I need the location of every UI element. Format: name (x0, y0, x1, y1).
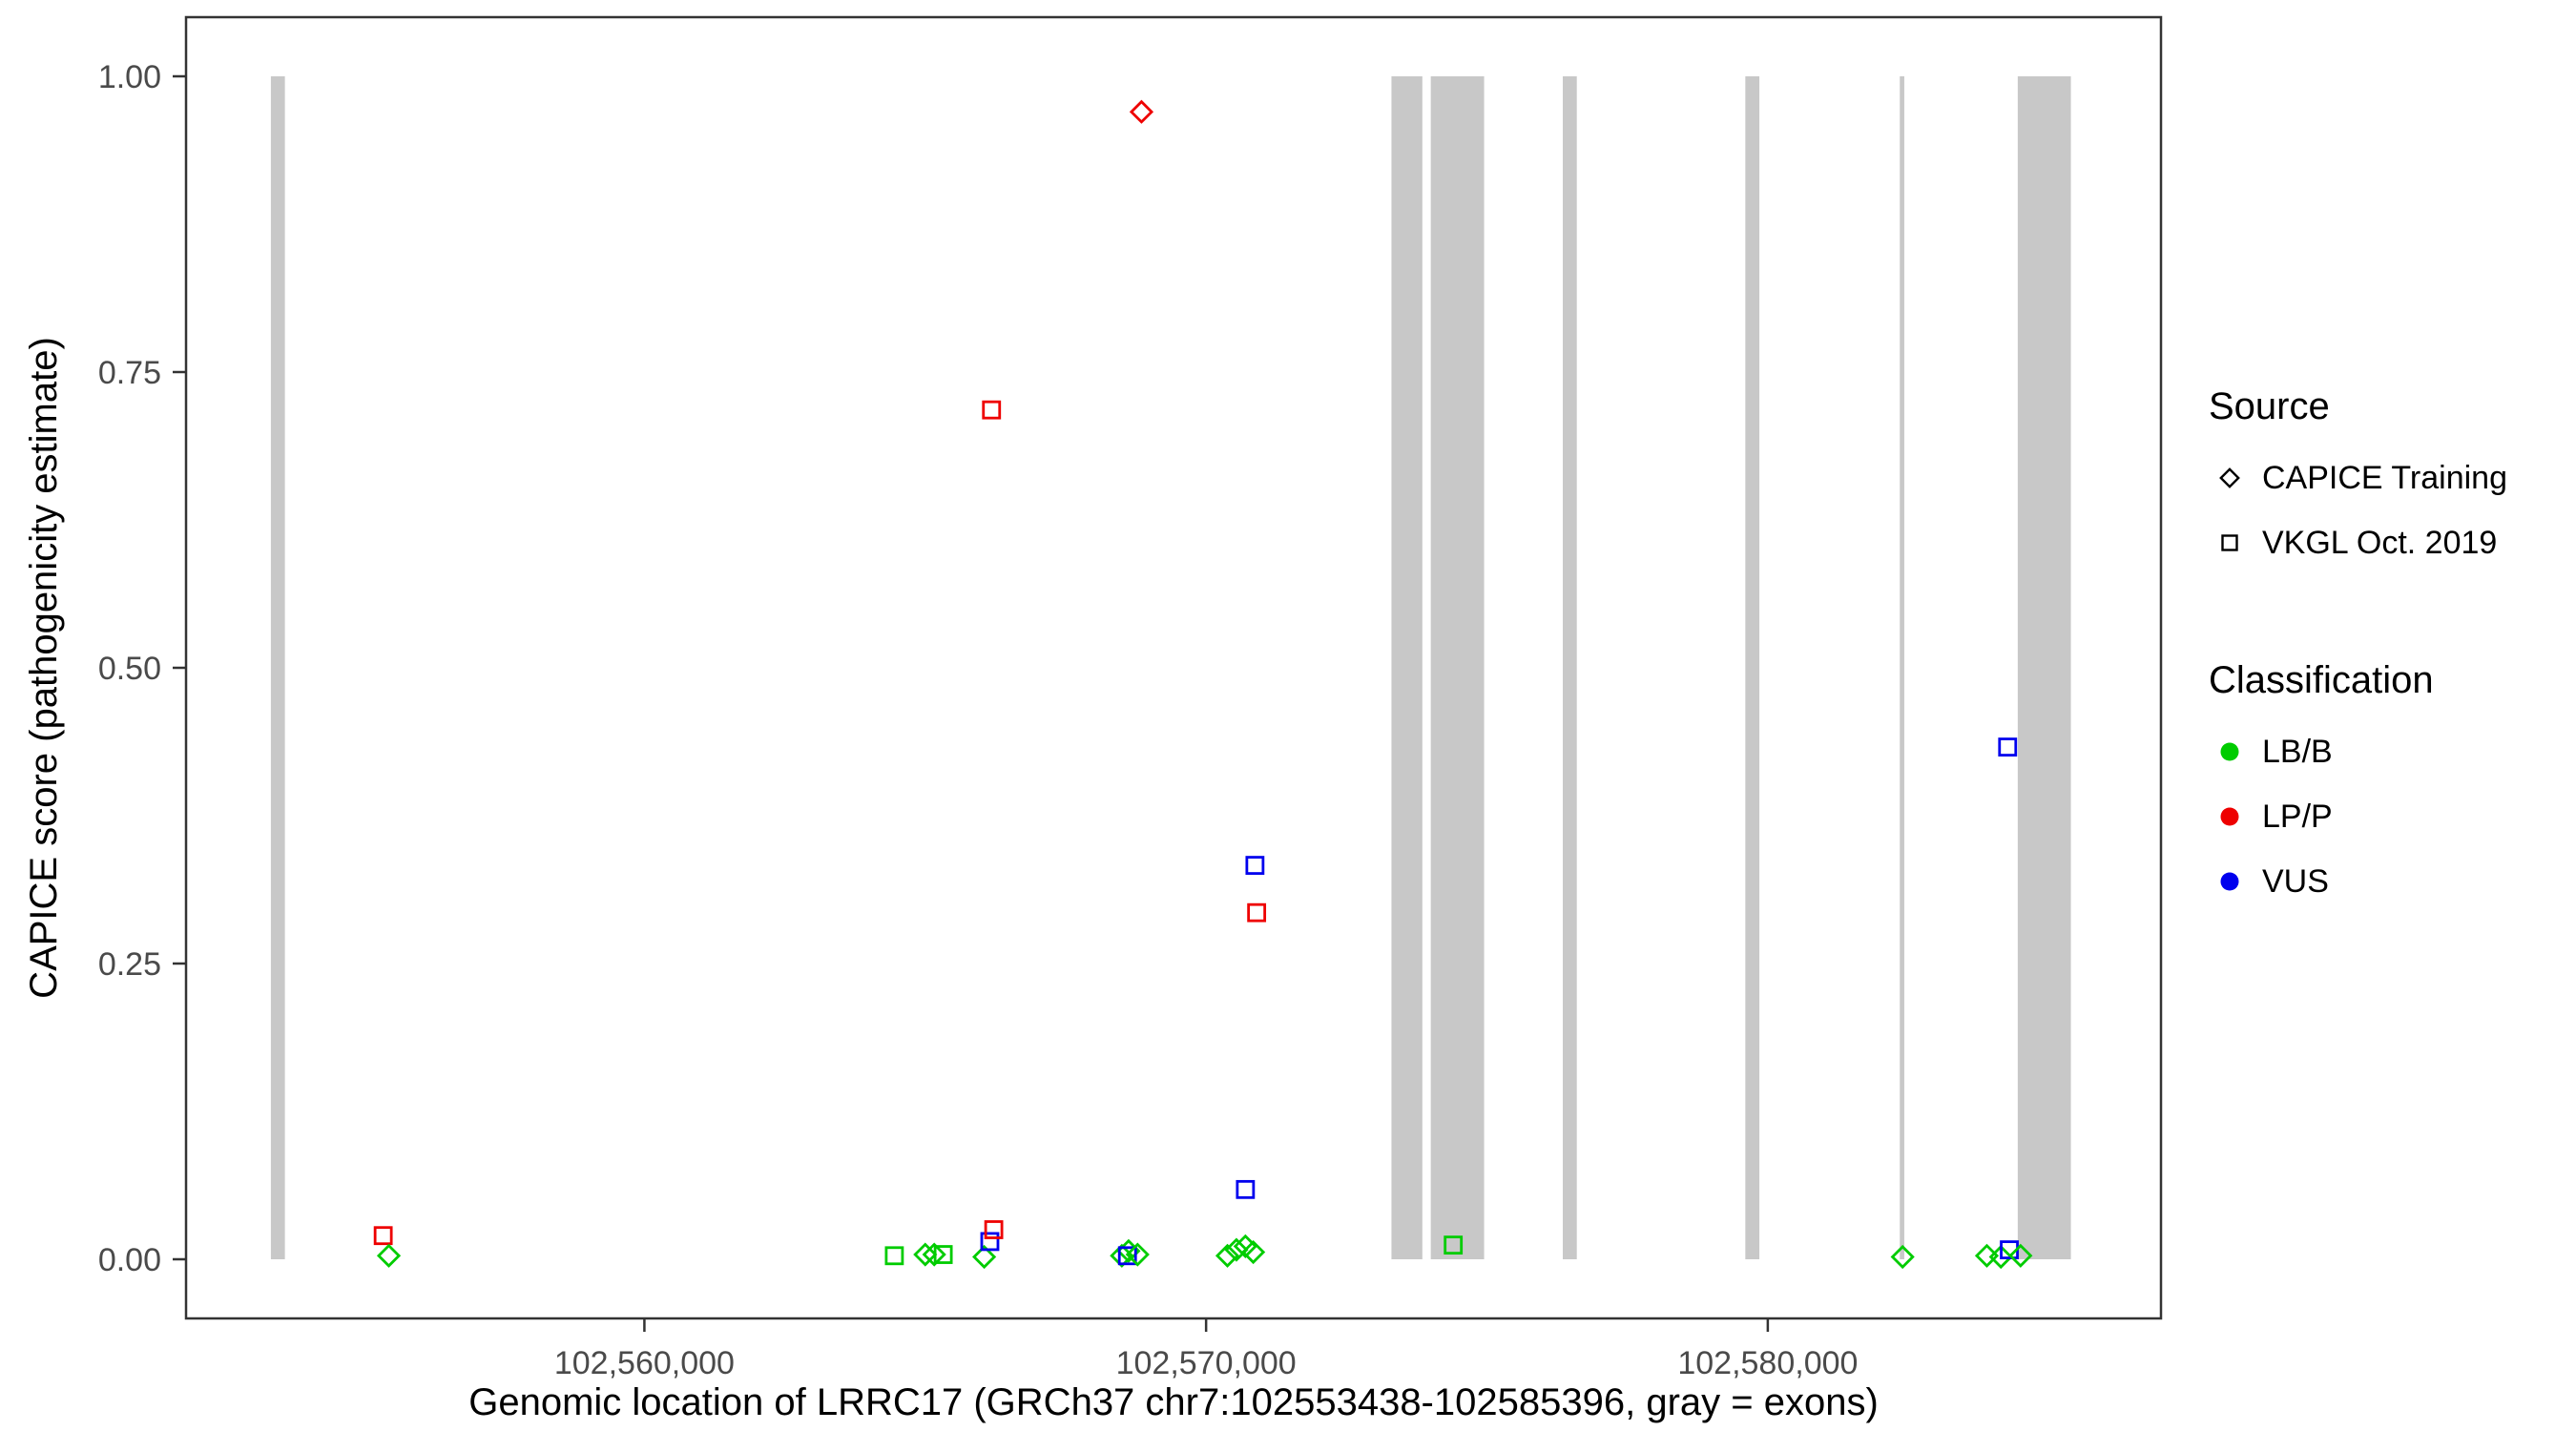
x-axis-tick-label: 102,560,000 (554, 1345, 735, 1381)
legend-item-label: LB/B (2262, 733, 2333, 770)
y-axis-tick-label: 0.00 (98, 1242, 161, 1278)
data-point-diamond (376, 1243, 402, 1268)
data-point-square (884, 1246, 904, 1266)
exon-bar (2017, 76, 2071, 1259)
legend-item-capice-training: CAPICE Training (2209, 446, 2562, 510)
y-axis-tick-label: 0.25 (98, 946, 161, 983)
legend-item-label: VKGL Oct. 2019 (2262, 524, 2498, 561)
green-dot-icon (2220, 742, 2239, 761)
data-point-diamond (972, 1244, 997, 1270)
y-axis-tick-label: 0.75 (98, 355, 161, 391)
exon-bar (270, 76, 285, 1259)
data-point-square (1998, 737, 2018, 757)
x-axis-tick-label: 102,570,000 (1116, 1345, 1297, 1381)
y-axis-tick-label: 1.00 (98, 59, 161, 95)
legend-group-classification: Classification LB/B LP/P VUS (2209, 659, 2562, 914)
legend-item-lbb: LB/B (2209, 719, 2562, 784)
panel-background (186, 17, 2161, 1318)
diamond-icon (2219, 467, 2240, 488)
data-point-diamond (1988, 1244, 2013, 1270)
exon-bar (1900, 76, 1904, 1259)
data-point-diamond (1974, 1243, 2000, 1268)
data-point-diamond (1224, 1237, 1249, 1262)
data-point-diamond (1215, 1243, 1240, 1268)
data-point-square (1117, 1246, 1137, 1266)
x-axis-title: Genomic location of LRRC17 (GRCh37 chr7:… (468, 1381, 1879, 1423)
legend-item-lpp: LP/P (2209, 784, 2562, 849)
data-point-diamond (1125, 1242, 1150, 1267)
legend-item-label: VUS (2262, 862, 2329, 900)
data-point-square (984, 1220, 1004, 1239)
data-point-diamond (1241, 1239, 1266, 1265)
legend: Source CAPICE Training VKGL Oct. 2019 Cl… (2209, 385, 2562, 914)
data-point-diamond (1129, 99, 1154, 124)
data-point-square (1236, 1179, 1256, 1199)
exon-bar (1745, 76, 1760, 1259)
red-dot-icon (2220, 807, 2239, 826)
data-point-square (980, 1232, 1000, 1252)
data-point-diamond (1233, 1234, 1257, 1258)
legend-group-source: Source CAPICE Training VKGL Oct. 2019 (2209, 385, 2562, 575)
y-axis-tick-label: 0.50 (98, 651, 161, 687)
exon-bar (1562, 76, 1577, 1259)
data-point-square (982, 400, 1002, 420)
legend-source-title: Source (2209, 385, 2330, 427)
exon-bar (1391, 76, 1423, 1259)
data-point-square (933, 1245, 953, 1264)
legend-item-label: LP/P (2262, 798, 2333, 835)
data-point-diamond (2008, 1243, 2033, 1268)
exon-bar (1430, 76, 1485, 1259)
square-icon (2221, 534, 2238, 551)
panel-border (184, 15, 2163, 1320)
legend-item-vus: VUS (2209, 849, 2562, 914)
data-point-square (1247, 902, 1267, 923)
data-point-square (1444, 1235, 1464, 1255)
blue-dot-icon (2220, 872, 2239, 891)
data-point-diamond (1890, 1244, 1915, 1270)
data-point-square (373, 1226, 393, 1246)
data-point-square (1245, 856, 1265, 875)
legend-item-vkgl: VKGL Oct. 2019 (2209, 510, 2562, 575)
data-point-diamond (1116, 1238, 1141, 1263)
data-point-diamond (922, 1242, 946, 1267)
x-axis-tick-label: 102,580,000 (1677, 1345, 1858, 1381)
legend-classification-title: Classification (2209, 659, 2434, 701)
legend-item-label: CAPICE Training (2262, 459, 2507, 496)
